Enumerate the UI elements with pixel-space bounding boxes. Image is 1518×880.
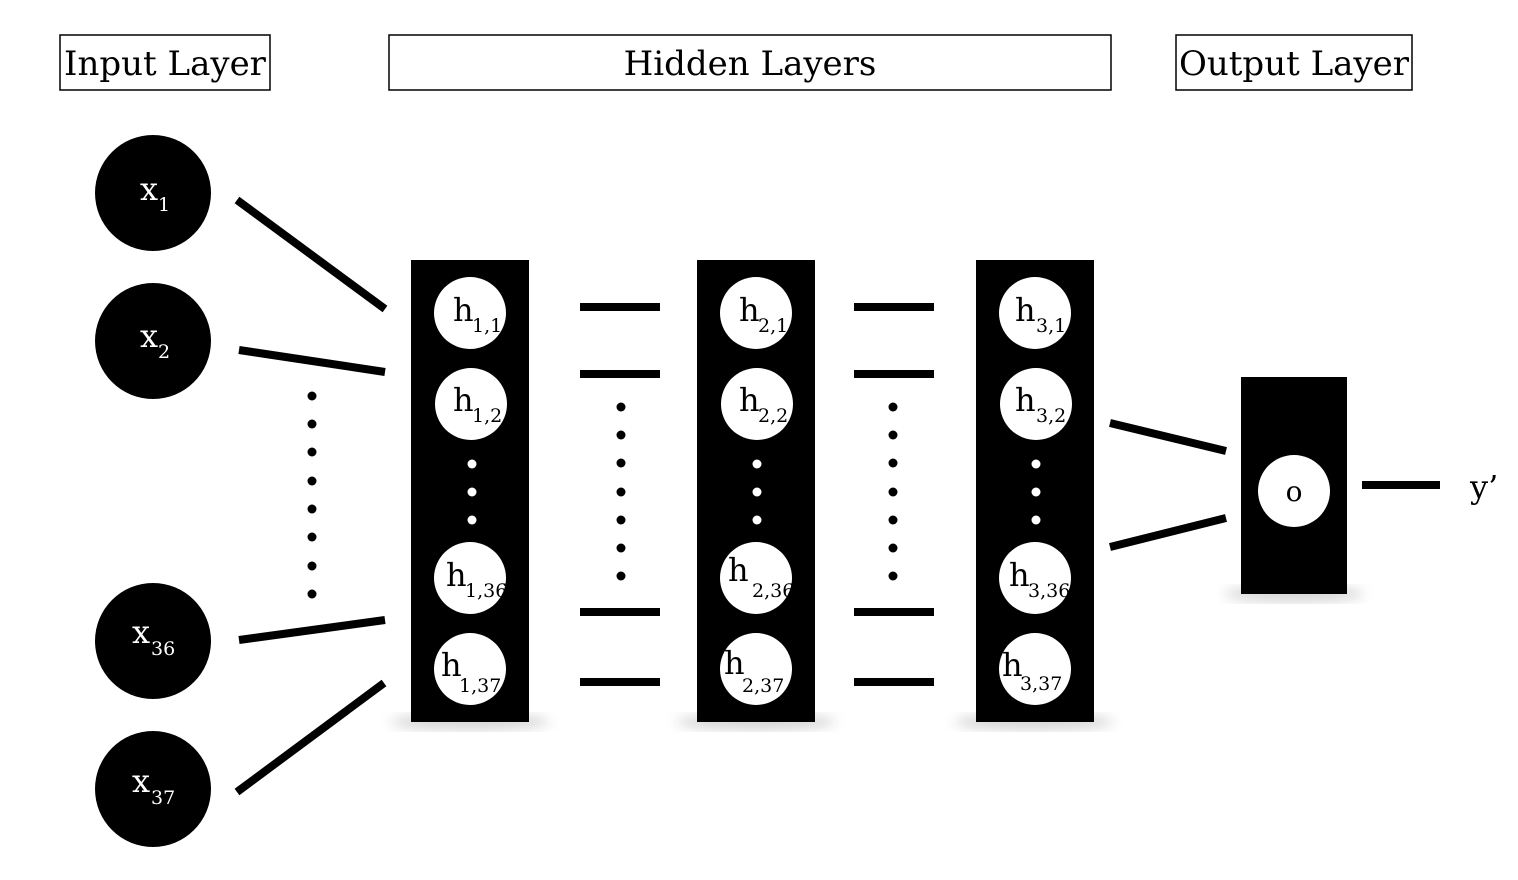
node-ellipsis-dot — [467, 487, 477, 497]
output-node: o — [1258, 455, 1330, 527]
input-node: x 36 — [95, 583, 211, 699]
hidden-node: h 3,37 — [999, 633, 1071, 705]
header-hidden-layers-label: Hidden Layers — [624, 44, 877, 84]
header-input-layer: Input Layer — [59, 34, 271, 91]
edge-x1-h1 — [234, 196, 388, 313]
node-sub: 37 — [151, 787, 175, 809]
node-base: h — [1002, 646, 1023, 684]
h2-h3-ellipsis — [888, 402, 898, 581]
output-layer: o — [1241, 377, 1347, 594]
node-base: h — [446, 556, 467, 594]
node-sub: 1,36 — [465, 580, 507, 602]
input-node: x 1 — [95, 135, 211, 251]
node-sub: 1,37 — [459, 675, 501, 697]
node-base: h — [453, 381, 474, 419]
node-sub: 2,1 — [758, 315, 788, 337]
edge-h3-o-lower — [1109, 514, 1227, 551]
node-sub: 36 — [151, 638, 175, 660]
node-ellipsis-dot — [467, 515, 477, 525]
node-base: h — [724, 644, 745, 682]
edge-h3-o-upper — [1109, 419, 1227, 455]
node-base: h — [728, 551, 749, 589]
node-sub: 1,1 — [472, 315, 502, 337]
h1-h2-ellipsis — [616, 402, 626, 581]
hidden-node: h 1,37 — [434, 633, 506, 705]
node-base: h — [441, 646, 462, 684]
node-base: h — [1009, 556, 1030, 594]
node-base: x — [132, 762, 150, 800]
hidden-node: h 3,36 — [999, 542, 1071, 614]
ellipsis-dots — [307, 391, 898, 599]
input-layer: x 1 x 2 x 36 x 37 — [95, 135, 211, 847]
header-hidden-layers: Hidden Layers — [388, 34, 1112, 91]
edge-x2-h1 — [238, 346, 386, 376]
hidden-node: h 3,1 — [999, 277, 1071, 349]
hidden-node: h 1,1 — [434, 277, 506, 349]
node-sub: 3,2 — [1036, 405, 1066, 427]
header-output-layer-label: Output Layer — [1179, 44, 1410, 84]
header-output-layer: Output Layer — [1175, 34, 1413, 91]
input-node: x 37 — [95, 731, 211, 847]
hidden-layer-3: h 3,1 h 3,2 h 3,36 h 3,37 — [976, 260, 1094, 722]
node-base: h — [453, 291, 474, 329]
edge-x36-h1 — [238, 616, 386, 644]
node-ellipsis-dot — [752, 515, 762, 525]
node-sub: 3,36 — [1028, 580, 1070, 602]
node-ellipsis-dot — [467, 459, 477, 469]
node-sub: 1,2 — [472, 405, 502, 427]
node-sub: 2,2 — [758, 405, 788, 427]
hidden-layer-1: h 1,1 h 1,2 h 1,36 h 1,37 — [411, 260, 529, 722]
node-base: h — [1015, 291, 1036, 329]
node-base: x — [140, 170, 158, 208]
node-ellipsis-dot — [1031, 459, 1041, 469]
connections — [234, 196, 1440, 796]
hidden-node: h 2,37 — [720, 633, 792, 705]
hidden-node: h 2,2 — [721, 368, 793, 440]
hidden-node: h 3,2 — [1000, 368, 1072, 440]
node-ellipsis-dot — [752, 459, 762, 469]
hidden-node: h 1,2 — [435, 368, 507, 440]
input-ellipsis — [307, 391, 317, 599]
node-base: h — [739, 381, 760, 419]
hidden-node: h 1,36 — [434, 542, 507, 614]
node-base: x — [132, 613, 150, 651]
output-node-label: o — [1286, 475, 1303, 508]
node-sub: 2,37 — [742, 675, 784, 697]
node-ellipsis-dot — [752, 487, 762, 497]
hidden-layer-2: h 2,1 h 2,2 h 2,36 h 2,37 — [697, 260, 815, 722]
hidden-node: h 2,1 — [720, 277, 792, 349]
node-ellipsis-dot — [1031, 515, 1041, 525]
prediction-label: y’ — [1469, 468, 1498, 506]
node-base: h — [1015, 381, 1036, 419]
node-ellipsis-dot — [1031, 487, 1041, 497]
node-sub: 2,36 — [752, 580, 794, 602]
node-sub: 3,1 — [1036, 315, 1066, 337]
input-node: x 2 — [95, 283, 211, 399]
hidden-node: h 2,36 — [720, 542, 794, 614]
header-input-layer-label: Input Layer — [64, 44, 267, 84]
edge-x37-h1 — [234, 679, 387, 796]
node-sub: 1 — [158, 194, 170, 216]
node-sub: 2 — [158, 341, 170, 363]
node-base: h — [739, 291, 760, 329]
node-base: x — [140, 317, 158, 355]
node-sub: 3,37 — [1020, 673, 1062, 695]
